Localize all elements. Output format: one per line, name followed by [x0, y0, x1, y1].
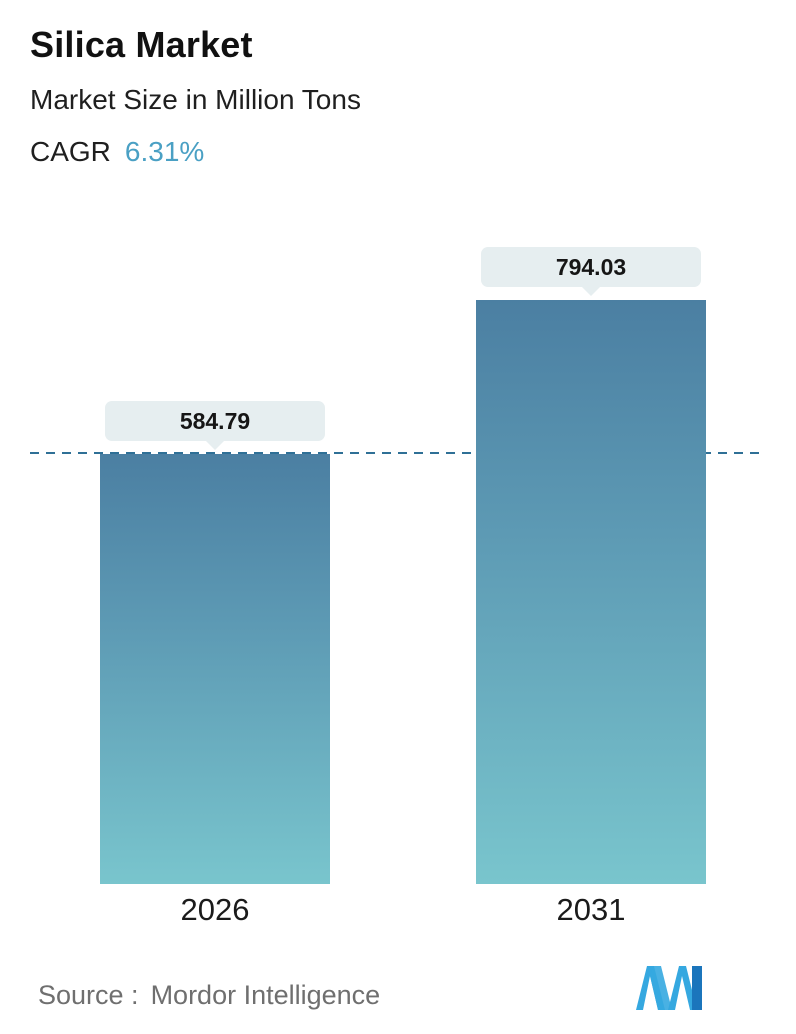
value-callout-2031: 794.03 — [481, 247, 701, 287]
bar-2026 — [100, 454, 330, 884]
value-label-2031: 794.03 — [555, 253, 627, 280]
page-title: Silica Market — [30, 24, 253, 65]
x-axis-label-2026: 2026 — [180, 892, 250, 927]
value-label-2026: 584.79 — [179, 407, 251, 434]
source-attribution: Source : Mordor Intelligence — [38, 980, 380, 1011]
chart-subtitle: Market Size in Million Tons — [30, 84, 361, 115]
source-value: Mordor Intelligence — [150, 980, 381, 1010]
reference-dashed-line — [30, 452, 766, 454]
source-label: Source : — [38, 980, 139, 1010]
value-callout-2026: 584.79 — [105, 401, 325, 441]
mordor-intelligence-logo-icon — [634, 964, 704, 1012]
x-axis-label-2031: 2031 — [556, 892, 626, 927]
bar-group-2026: 584.79 — [100, 144, 330, 884]
bar-group-2031: 794.03 — [476, 144, 706, 884]
bar-2031 — [476, 300, 706, 884]
cagr-label: CAGR — [30, 136, 111, 167]
callout-pointer-icon — [581, 286, 601, 296]
cagr-row: CAGR 6.31% — [30, 136, 204, 168]
cagr-value: 6.31% — [124, 136, 205, 167]
callout-pointer-icon — [205, 440, 225, 450]
